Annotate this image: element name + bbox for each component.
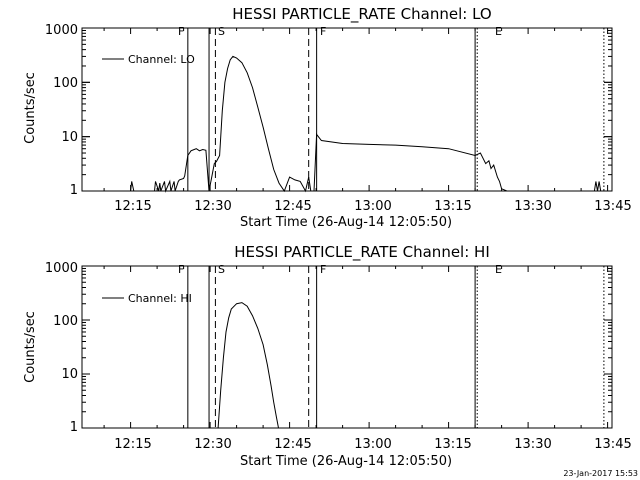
y-axis-label: Counts/sec [23,72,38,144]
y-tick-label: 100 [53,76,78,91]
marker-label-f: F [178,25,184,38]
x-tick-label: 13:15 [434,437,471,452]
marker-label-s: S [218,263,225,276]
x-tick-labels: 12:15 12:30 12:45 13:00 13:15 13:30 13:4… [114,199,631,214]
y-tick-label: 1 [70,183,78,198]
event-lines [187,266,605,428]
y-tick-label: 100 [53,314,78,329]
x-tick-label: 12:45 [274,199,311,214]
event-lines [187,28,605,191]
x-tick-label: 13:45 [594,437,631,452]
x-tick-label: 12:45 [274,437,311,452]
series-line [217,302,279,429]
x-tick-label: 13:15 [434,199,471,214]
series-lines [130,55,602,193]
x-tick-labels: 12:15 12:30 12:45 13:00 13:15 13:30 13:4… [114,437,631,452]
y-tick-label: 10 [61,130,78,145]
y-tick-labels: 1 10 100 1000 [45,23,78,198]
chart-title: HESSI PARTICLE_RATE Channel: LO [232,5,491,24]
legend: Channel: HI [102,292,192,305]
y-tick-label: 10 [61,367,78,382]
event-marker-labels: F S F E [178,263,502,276]
x-tick-label: 12:15 [114,437,151,452]
axis-ticks [82,27,612,192]
marker-label-f2: F [320,25,326,38]
y-tick-label: 1000 [45,261,78,276]
marker-label-e: E [495,263,502,276]
marker-label-e: E [495,25,502,38]
legend-label: Channel: HI [128,292,192,305]
marker-label-f: F [178,263,184,276]
plot-frame [81,265,613,429]
chart-title: HESSI PARTICLE_RATE Channel: HI [234,243,490,262]
panel-lo: HESSI PARTICLE_RATE Channel: LO Counts/s… [23,5,632,230]
y-tick-label: 1000 [45,23,78,38]
series-lines [217,302,279,429]
x-axis-label: Start Time (26-Aug-14 12:05:50) [240,454,452,469]
x-tick-label: 13:00 [354,199,391,214]
series-line [130,55,602,193]
x-tick-label: 12:30 [194,199,231,214]
marker-label-f2: F [320,263,326,276]
timestamp: 23-Jan-2017 15:53 [563,469,638,478]
y-tick-label: 1 [70,420,78,435]
x-tick-label: 13:00 [354,437,391,452]
marker-label-s: S [218,25,225,38]
x-tick-label: 13:30 [514,199,551,214]
x-tick-label: 13:30 [514,437,551,452]
x-tick-label: 12:30 [194,437,231,452]
event-marker-labels: F S F E [178,25,502,38]
x-tick-label: 12:15 [114,199,151,214]
panel-hi: HESSI PARTICLE_RATE Channel: HI Counts/s… [23,243,632,469]
y-tick-labels: 1 10 100 1000 [45,261,78,435]
x-axis-label: Start Time (26-Aug-14 12:05:50) [240,215,452,230]
y-axis-label: Counts/sec [23,311,38,383]
legend-label: Channel: LO [128,53,195,66]
x-tick-label: 13:45 [594,199,631,214]
plot-frame [81,27,613,192]
axis-ticks [82,265,612,429]
legend: Channel: LO [102,53,195,66]
